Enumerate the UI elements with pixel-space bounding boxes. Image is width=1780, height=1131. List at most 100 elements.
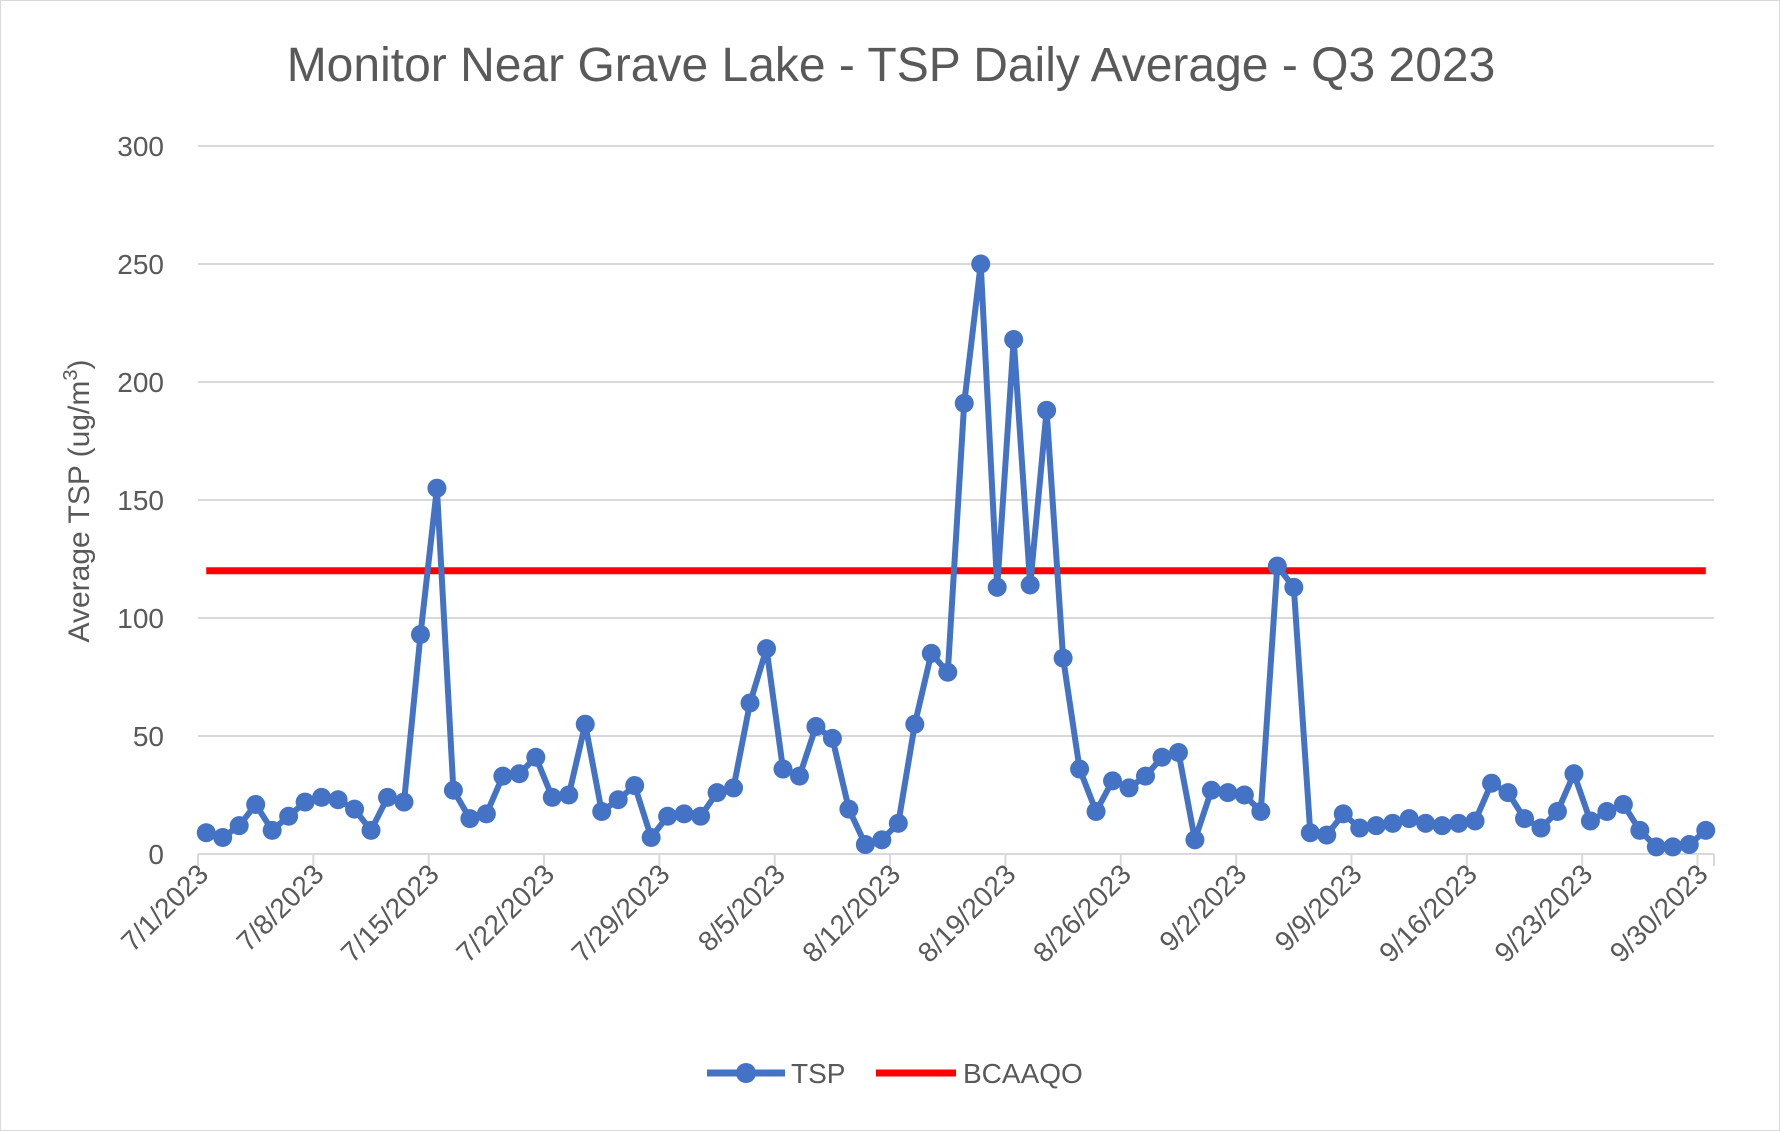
tsp-point: [625, 776, 645, 796]
y-tick-label: 300: [117, 131, 164, 162]
tsp-point: [1152, 747, 1172, 767]
tsp-point: [1580, 811, 1600, 831]
tsp-point: [1515, 809, 1534, 829]
tsp-point: [1432, 816, 1452, 836]
tsp-point: [592, 802, 612, 822]
tsp-point: [1630, 820, 1650, 840]
tsp-point: [1201, 780, 1221, 800]
tsp-point: [872, 830, 892, 850]
tsp-point: [707, 783, 727, 803]
y-tick-label: 0: [148, 839, 164, 870]
tsp-point: [509, 764, 529, 784]
tsp-point: [1284, 577, 1304, 597]
legend: TSP BCAAQO: [707, 1058, 1083, 1089]
tsp-point: [378, 787, 397, 807]
x-tick-label: 7/29/2023: [566, 858, 676, 968]
tsp-point: [559, 785, 579, 805]
tsp-point: [312, 787, 332, 807]
tsp-point: [1136, 766, 1155, 786]
tsp-point: [740, 693, 760, 713]
tsp-point: [789, 766, 809, 786]
tsp-point: [905, 714, 925, 734]
y-axis-ticks: 0 50 100 150 200 250 300: [117, 131, 164, 870]
tsp-point: [1679, 835, 1699, 855]
tsp-point: [410, 625, 430, 645]
tsp-point: [806, 717, 826, 737]
tsp-point: [1317, 825, 1337, 845]
x-tick-label: 9/2/2023: [1153, 858, 1252, 957]
tsp-point: [1597, 802, 1617, 822]
tsp-point: [1300, 823, 1320, 843]
tsp-point: [1218, 783, 1238, 803]
tsp-point: [1103, 771, 1123, 791]
tsp-point: [1366, 816, 1386, 836]
x-tick-label: 9/23/2023: [1488, 858, 1598, 968]
tsp-point: [1053, 648, 1073, 668]
tsp-point: [641, 827, 661, 847]
tsp-point: [987, 577, 1007, 597]
x-tick-label: 8/26/2023: [1027, 858, 1137, 968]
tsp-point: [493, 766, 513, 786]
tsp-point: [1267, 556, 1287, 576]
y-tick-label: 200: [117, 367, 164, 398]
tsp-point: [1350, 818, 1370, 838]
x-tick-label: 9/30/2023: [1604, 858, 1714, 968]
legend-label-tsp: TSP: [791, 1058, 845, 1089]
tsp-point: [345, 799, 365, 819]
x-axis-ticks: 7/1/2023 7/8/2023 7/15/2023 7/22/2023 7/29/2…: [115, 854, 1715, 968]
gridlines: [198, 145, 1714, 737]
tsp-point: [1547, 802, 1567, 822]
tsp-point: [1004, 330, 1024, 350]
y-axis-title: Average TSP (ug/m3): [60, 360, 96, 643]
tsp-point: [839, 799, 859, 819]
tsp-point: [954, 393, 974, 413]
x-tick-label: 7/8/2023: [231, 858, 330, 957]
y-tick-label: 150: [117, 485, 164, 516]
y-tick-label: 100: [117, 603, 164, 634]
tsp-point: [658, 806, 678, 826]
tsp-point: [1465, 811, 1485, 831]
tsp-point: [1663, 837, 1683, 857]
tsp-point: [262, 820, 282, 840]
legend-item-bcaaqo: BCAAQO: [876, 1058, 1083, 1089]
tsp-point: [1070, 759, 1090, 779]
y-tick-label: 250: [117, 249, 164, 280]
tsp-point: [542, 787, 562, 807]
series-line-tsp: [205, 261, 1708, 850]
tsp-point: [279, 806, 299, 826]
tsp-point: [246, 794, 266, 814]
tsp-point: [1086, 802, 1106, 822]
tsp-point: [1613, 794, 1633, 814]
tsp-point: [196, 823, 216, 843]
tsp-point: [295, 792, 315, 812]
tsp-point: [476, 804, 496, 824]
tsp-point: [938, 662, 958, 682]
chart-title: Monitor Near Grave Lake - TSP Daily Aver…: [287, 39, 1496, 92]
series-layer: [196, 254, 1716, 857]
tsp-point: [1185, 830, 1205, 850]
tsp-point: [1449, 813, 1469, 833]
tsp-point: [921, 643, 941, 663]
tsp-point: [427, 478, 447, 498]
tsp-point: [526, 747, 546, 767]
tsp-point: [674, 804, 694, 824]
tsp-point: [1696, 820, 1716, 840]
tsp-point: [1037, 400, 1057, 420]
legend-item-tsp: TSP: [707, 1058, 845, 1089]
tsp-point: [773, 759, 793, 779]
tsp-point: [1531, 818, 1551, 838]
x-tick-label: 8/5/2023: [692, 858, 791, 957]
y-tick-label: 50: [133, 721, 164, 752]
tsp-point: [394, 792, 414, 812]
tsp-point: [1416, 813, 1436, 833]
tsp-point: [1168, 743, 1188, 763]
legend-label-bcaaqo: BCAAQO: [963, 1058, 1083, 1089]
tsp-point: [822, 728, 842, 748]
x-tick-label: 8/19/2023: [912, 858, 1022, 968]
tsp-point: [1333, 804, 1353, 824]
tsp-point: [213, 827, 233, 847]
tsp-point: [855, 835, 875, 855]
tsp-point: [1498, 783, 1518, 803]
tsp-point: [229, 816, 249, 836]
